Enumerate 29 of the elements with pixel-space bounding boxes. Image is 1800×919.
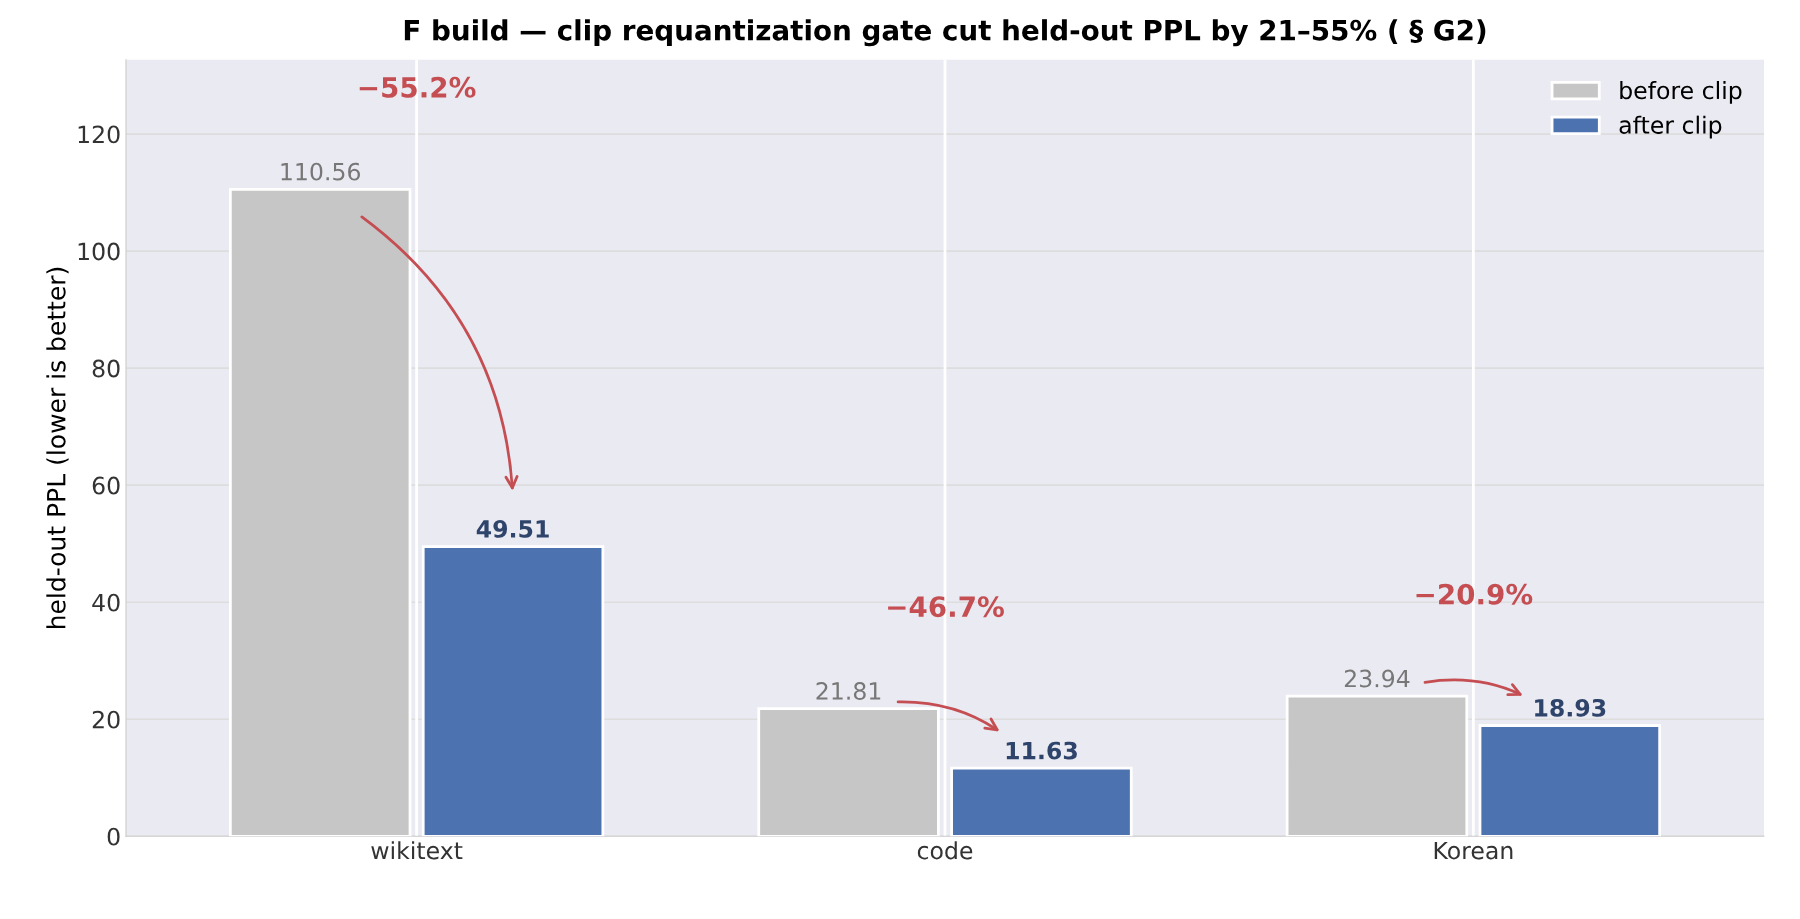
bar [421, 545, 605, 837]
annotation: −55.2% [359, 76, 476, 98]
data-label: 11.63 [1006, 741, 1077, 760]
data-label: 23.94 [1344, 669, 1410, 688]
y-tick-label: 100 [78, 242, 120, 261]
data-label: 21.81 [816, 682, 881, 700]
bar [228, 187, 412, 837]
bar [1478, 724, 1662, 837]
y-tick-label: 60 [92, 476, 120, 495]
annotation: −20.9% [1416, 583, 1533, 605]
x-tick-label: wikitext [371, 841, 463, 860]
data-label: 49.51 [476, 519, 549, 538]
x-tick-label: code [917, 841, 973, 860]
y-tick-label: 120 [78, 125, 120, 144]
y-tick-label: 40 [92, 593, 120, 612]
bar [950, 766, 1133, 837]
legend-label: after clip [1619, 115, 1722, 139]
y-tick-label: 20 [92, 710, 120, 729]
bar [757, 707, 940, 837]
y-tick-label: 0 [107, 827, 120, 846]
data-label: 18.93 [1535, 698, 1606, 717]
bar [1285, 694, 1469, 837]
x-tick-label: Korean [1434, 841, 1513, 860]
annotation: −46.7% [888, 596, 1004, 618]
y-tick-label: 80 [92, 359, 120, 378]
legend-label: before clip [1620, 80, 1742, 104]
data-label: 110.56 [281, 162, 360, 181]
y-axis-title: held-out PPL (lower is better) [46, 267, 69, 629]
chart-title: F build — clip requantization gate cut held-out PPL by 21–55% ( § G2) [404, 19, 1486, 47]
